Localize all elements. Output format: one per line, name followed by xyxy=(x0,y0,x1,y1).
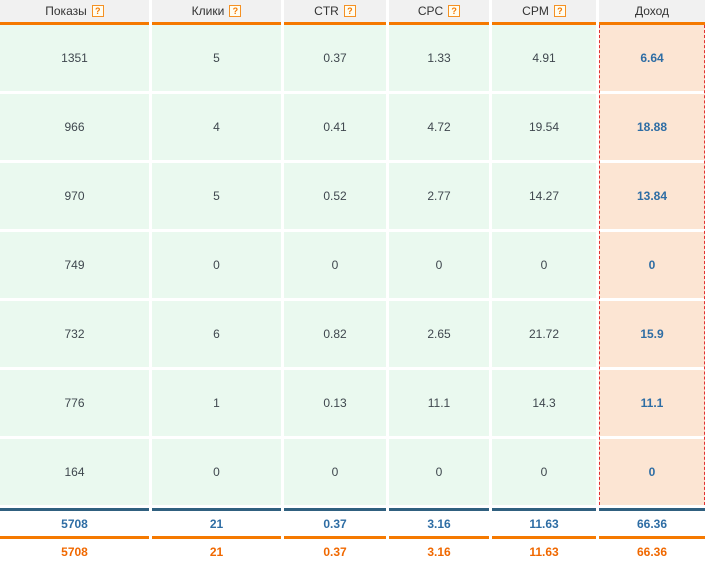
cell-income: 6.64 xyxy=(599,25,705,91)
column-header-ctr: CTR ? xyxy=(284,0,386,25)
cell-ctr: 0.13 xyxy=(284,370,386,436)
cell-clicks: 0 xyxy=(152,439,281,505)
cell-ctr: 0.41 xyxy=(284,94,386,160)
cell-cpc: 11.1 xyxy=(389,370,489,436)
column-header-label: Показы xyxy=(45,4,87,18)
cell-cpm: 14.27 xyxy=(492,163,596,229)
column-header-impressions: Показы ? xyxy=(0,0,149,25)
cell-impressions: 970 xyxy=(0,163,149,229)
cell-cpm: 0 xyxy=(492,439,596,505)
table-row: 749 0 0 0 0 0 xyxy=(0,232,705,298)
cell-clicks: 0 xyxy=(152,232,281,298)
column-header-cpc: CPC ? xyxy=(389,0,489,25)
cell-impressions: 164 xyxy=(0,439,149,505)
cell-cpm: 21.72 xyxy=(492,301,596,367)
table-row: 966 4 0.41 4.72 19.54 18.88 xyxy=(0,94,705,160)
cell-cpc: 0 xyxy=(389,232,489,298)
column-header-label: CPC xyxy=(417,4,444,18)
column-header-label: Клики xyxy=(191,4,225,18)
cell-income: 13.84 xyxy=(599,163,705,229)
cell-cpc: 4.72 xyxy=(389,94,489,160)
grand-total-cell: 0.37 xyxy=(284,536,386,562)
cell-ctr: 0 xyxy=(284,439,386,505)
cell-ctr: 0.52 xyxy=(284,163,386,229)
column-header-income: Доход xyxy=(599,0,705,25)
table-row: 164 0 0 0 0 0 xyxy=(0,439,705,505)
help-icon[interactable]: ? xyxy=(343,5,356,17)
help-icon[interactable]: ? xyxy=(229,5,242,17)
grand-total-cell: 66.36 xyxy=(599,536,705,562)
cell-impressions: 776 xyxy=(0,370,149,436)
help-icon[interactable]: ? xyxy=(553,5,566,17)
cell-cpm: 14.3 xyxy=(492,370,596,436)
cell-clicks: 6 xyxy=(152,301,281,367)
cell-ctr: 0.82 xyxy=(284,301,386,367)
cell-income: 11.1 xyxy=(599,370,705,436)
summary-cell: 0.37 xyxy=(284,508,386,536)
summary-cell: 11.63 xyxy=(492,508,596,536)
cell-cpm: 0 xyxy=(492,232,596,298)
cell-impressions: 749 xyxy=(0,232,149,298)
cell-ctr: 0 xyxy=(284,232,386,298)
cell-income: 18.88 xyxy=(599,94,705,160)
cell-cpc: 0 xyxy=(389,439,489,505)
grand-total-cell: 5708 xyxy=(0,536,149,562)
cell-clicks: 5 xyxy=(152,25,281,91)
cell-ctr: 0.37 xyxy=(284,25,386,91)
grand-total-cell: 11.63 xyxy=(492,536,596,562)
summary-cell: 21 xyxy=(152,508,281,536)
grand-total-row: 5708 21 0.37 3.16 11.63 66.36 xyxy=(0,536,705,562)
cell-income: 0 xyxy=(599,232,705,298)
cell-impressions: 1351 xyxy=(0,25,149,91)
help-icon[interactable]: ? xyxy=(91,5,104,17)
cell-cpm: 4.91 xyxy=(492,25,596,91)
help-icon[interactable]: ? xyxy=(448,5,461,17)
summary-totals-row: 5708 21 0.37 3.16 11.63 66.36 xyxy=(0,508,705,536)
table-row: 732 6 0.82 2.65 21.72 15.9 xyxy=(0,301,705,367)
table-row: 1351 5 0.37 1.33 4.91 6.64 xyxy=(0,25,705,91)
grand-total-cell: 3.16 xyxy=(389,536,489,562)
cell-impressions: 966 xyxy=(0,94,149,160)
summary-cell: 3.16 xyxy=(389,508,489,536)
summary-cell: 66.36 xyxy=(599,508,705,536)
table-header-row: Показы ? Клики ? CTR ? CPC ? CPM ? Доход xyxy=(0,0,705,25)
column-header-cpm: CPM ? xyxy=(492,0,596,25)
table-row: 970 5 0.52 2.77 14.27 13.84 xyxy=(0,163,705,229)
cell-cpc: 2.77 xyxy=(389,163,489,229)
column-header-label: Доход xyxy=(634,4,670,18)
cell-cpc: 2.65 xyxy=(389,301,489,367)
summary-cell: 5708 xyxy=(0,508,149,536)
cell-income: 15.9 xyxy=(599,301,705,367)
column-header-label: CTR xyxy=(314,4,339,18)
grand-total-cell: 21 xyxy=(152,536,281,562)
cell-clicks: 1 xyxy=(152,370,281,436)
cell-impressions: 732 xyxy=(0,301,149,367)
cell-cpc: 1.33 xyxy=(389,25,489,91)
cell-clicks: 4 xyxy=(152,94,281,160)
cell-income: 0 xyxy=(599,439,705,505)
table-row: 776 1 0.13 11.1 14.3 11.1 xyxy=(0,370,705,436)
column-header-label: CPM xyxy=(522,4,549,18)
cell-cpm: 19.54 xyxy=(492,94,596,160)
cell-clicks: 5 xyxy=(152,163,281,229)
column-header-clicks: Клики ? xyxy=(152,0,281,25)
